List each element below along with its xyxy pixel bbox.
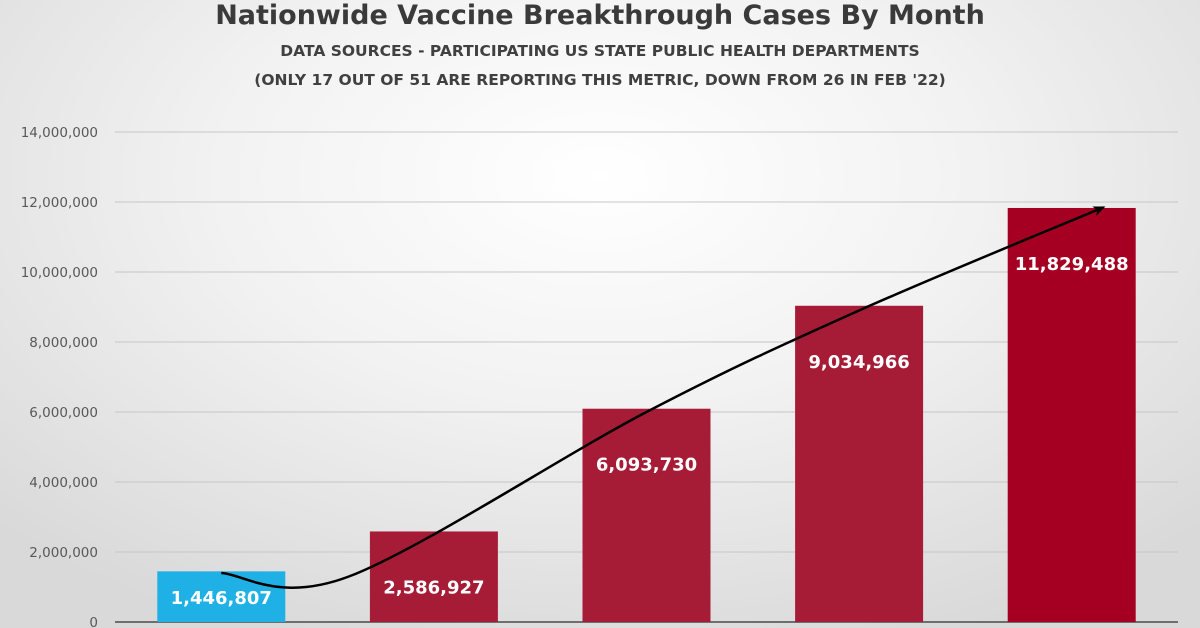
- y-tick-label: 8,000,000: [29, 335, 98, 351]
- data-label: 6,093,730: [596, 455, 697, 476]
- bar: [582, 408, 711, 622]
- chart-title: Nationwide Vaccine Breakthrough Cases By…: [215, 0, 985, 31]
- trend-arrow: [221, 206, 1106, 589]
- data-label: 9,034,966: [808, 352, 909, 373]
- bar: [369, 531, 498, 622]
- bar: [795, 305, 924, 622]
- y-tick-label: 2,000,000: [29, 545, 98, 561]
- y-tick-label: 6,000,000: [29, 405, 98, 421]
- bar: [1007, 207, 1136, 622]
- bar: [157, 571, 286, 622]
- y-tick-label: 0: [89, 615, 98, 628]
- bars: [157, 207, 1136, 622]
- data-label: 2,586,927: [383, 577, 484, 598]
- data-labels: 1,446,807 2,586,927 6,093,730 9,034,966 11,8…: [171, 254, 1129, 609]
- y-tick-label: 12,000,000: [21, 195, 98, 211]
- chart-subtitle-line-1: DATA SOURCES - PARTICIPATING US STATE PU…: [280, 42, 920, 60]
- trend-arrow-curve: [221, 206, 1106, 589]
- y-axis: 0 2,000,000 4,000,000 6,000,000 8,000,000 10,…: [21, 125, 98, 628]
- y-tick-label: 14,000,000: [21, 125, 98, 141]
- data-label: 11,829,488: [1015, 254, 1129, 275]
- y-tick-label: 10,000,000: [21, 265, 98, 281]
- data-label: 1,446,807: [171, 588, 272, 609]
- chart-subtitle-line-2: (ONLY 17 OUT OF 51 ARE REPORTING THIS ME…: [254, 71, 946, 89]
- y-tick-label: 4,000,000: [29, 475, 98, 491]
